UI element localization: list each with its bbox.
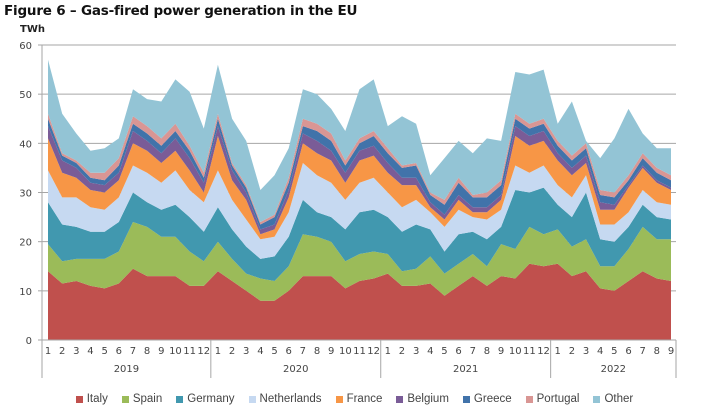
- x-tick-label: 8: [144, 346, 150, 357]
- x-tick-label: 12: [537, 346, 550, 357]
- x-tick-label: 8: [484, 346, 490, 357]
- year-label: 2019: [114, 364, 139, 375]
- x-tick-label: 11: [523, 346, 536, 357]
- legend-item-germany: Germany: [176, 393, 235, 405]
- legend-item-netherlands: Netherlands: [248, 393, 322, 405]
- x-tick-label: 2: [229, 346, 235, 357]
- x-tick-label: 1: [385, 346, 391, 357]
- x-tick-label: 11: [353, 346, 366, 357]
- area-germany: [48, 187, 671, 281]
- legend-item-other: Other: [593, 393, 633, 405]
- legend-label: Portugal: [536, 393, 580, 405]
- x-tick-label: 4: [597, 346, 603, 357]
- x-tick-label: 1: [45, 346, 51, 357]
- x-tick-label: 2: [59, 346, 65, 357]
- legend: Italy Spain Germany Netherlands France Belgiu…: [0, 393, 709, 405]
- area-other: [48, 59, 671, 222]
- x-tick-label: 4: [87, 346, 93, 357]
- legend-item-portugal: Portugal: [525, 393, 580, 405]
- x-tick-label: 3: [583, 346, 589, 357]
- area-series: [48, 59, 671, 340]
- y-tick-label: 40: [19, 139, 32, 150]
- year-label: 2022: [601, 364, 626, 375]
- x-tick-label: 7: [300, 346, 306, 357]
- x-tick-label: 3: [73, 346, 79, 357]
- chart-title: Figure 6 – Gas-fired power generation in…: [4, 3, 358, 19]
- x-tick-label: 12: [197, 346, 210, 357]
- y-tick-label: 10: [19, 287, 32, 298]
- legend-item-belgium: Belgium: [396, 393, 449, 405]
- x-tick-label: 6: [116, 346, 122, 357]
- area-france: [48, 136, 671, 240]
- x-tick-label: 1: [555, 346, 561, 357]
- x-tick-label: 3: [243, 346, 249, 357]
- legend-label: Spain: [132, 393, 163, 405]
- legend-swatch: [75, 395, 83, 403]
- legend-label: Other: [604, 393, 634, 405]
- area-italy: [48, 263, 671, 340]
- legend-label: Netherlands: [259, 393, 322, 405]
- y-tick-label: 0: [26, 336, 32, 347]
- x-tick-label: 9: [498, 346, 504, 357]
- year-label: 2021: [453, 364, 478, 375]
- x-tick-label: 7: [130, 346, 136, 357]
- legend-item-france: France: [335, 393, 383, 405]
- legend-label: France: [346, 393, 383, 405]
- legend-swatch: [121, 395, 129, 403]
- x-tick-label: 1: [215, 346, 221, 357]
- y-tick-label: 60: [19, 41, 32, 52]
- x-tick-label: 9: [668, 346, 674, 357]
- y-tick-label: 30: [19, 189, 32, 200]
- x-tick-label: 9: [328, 346, 334, 357]
- x-tick-label: 2: [569, 346, 575, 357]
- x-tick-label: 4: [427, 346, 433, 357]
- legend-item-spain: Spain: [121, 393, 163, 405]
- y-tick-label: 20: [19, 238, 32, 249]
- x-tick-label: 5: [611, 346, 617, 357]
- x-tick-label: 10: [339, 346, 352, 357]
- y-axis-label: TWh: [20, 24, 45, 35]
- y-tick-label: 50: [19, 90, 32, 101]
- x-tick-label: 5: [441, 346, 447, 357]
- x-tick-label: 10: [509, 346, 522, 357]
- legend-swatch: [525, 395, 533, 403]
- area-spain: [48, 222, 671, 301]
- legend-label: Italy: [86, 393, 108, 405]
- x-tick-label: 5: [101, 346, 107, 357]
- legend-swatch: [335, 395, 343, 403]
- legend-swatch: [593, 395, 601, 403]
- legend-label: Greece: [473, 393, 512, 405]
- x-tick-label: 8: [314, 346, 320, 357]
- legend-swatch: [462, 395, 470, 403]
- x-tick-label: 12: [367, 346, 380, 357]
- x-tick-label: 4: [257, 346, 263, 357]
- x-tick-label: 7: [639, 346, 645, 357]
- x-tick-label: 2: [399, 346, 405, 357]
- legend-label: Germany: [187, 393, 235, 405]
- legend-swatch: [248, 395, 256, 403]
- x-tick-label: 11: [183, 346, 196, 357]
- x-tick-label: 6: [455, 346, 461, 357]
- x-tick-label: 7: [470, 346, 476, 357]
- legend-item-italy: Italy: [75, 393, 108, 405]
- year-label: 2020: [283, 364, 308, 375]
- legend-label: Belgium: [407, 393, 449, 405]
- x-tick-label: 6: [625, 346, 631, 357]
- legend-item-greece: Greece: [462, 393, 512, 405]
- x-tick-label: 9: [158, 346, 164, 357]
- x-tick-label: 3: [413, 346, 419, 357]
- x-tick-label: 5: [271, 346, 277, 357]
- x-tick-label: 6: [286, 346, 292, 357]
- x-tick-label: 8: [654, 346, 660, 357]
- area-netherlands: [48, 163, 671, 259]
- legend-swatch: [396, 395, 404, 403]
- legend-swatch: [176, 395, 184, 403]
- x-tick-label: 10: [169, 346, 182, 357]
